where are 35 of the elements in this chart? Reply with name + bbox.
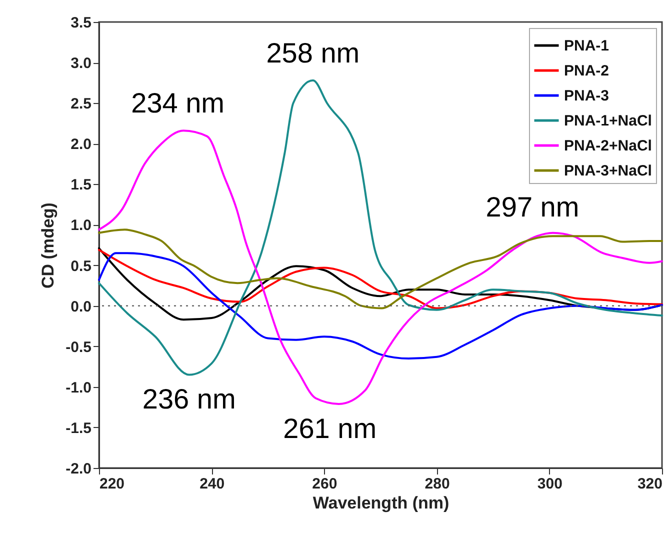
annotation: 258 nm	[266, 37, 360, 68]
line-series	[98, 252, 663, 360]
x-axis-title: Wavelength (nm)	[312, 494, 450, 512]
line-series	[98, 79, 663, 376]
y-tick-label: 3.5	[70, 14, 92, 32]
y-tick-label: 2.5	[70, 96, 92, 113]
line-series	[98, 248, 663, 310]
annotation: 234 nm	[131, 88, 225, 119]
x-tick-label: 260	[312, 476, 338, 492]
legend-label: PNA-2	[564, 62, 610, 80]
y-tick-label: 1.5	[70, 176, 92, 194]
x-tick-label: 240	[200, 476, 225, 492]
legend-label: PNA-3	[564, 88, 610, 104]
legend-label: PNA-2+NaCl	[564, 138, 652, 154]
annotation: 297 nm	[486, 191, 580, 222]
y-tick-label: 2.0	[70, 136, 92, 154]
x-tick-label: 220	[100, 476, 125, 492]
y-tick-label: -2.0	[66, 460, 92, 478]
annotation: 236 nm	[142, 384, 236, 415]
x-tick-label: 280	[424, 476, 450, 492]
x-tick-label: 320	[637, 476, 662, 492]
legend-label: PNA-3+NaCl	[564, 162, 652, 180]
y-tick-label: -1.5	[66, 420, 92, 437]
y-tick-label: 3.0	[70, 55, 92, 72]
y-axis-title: CD (mdeg)	[38, 202, 58, 288]
y-tick-label: 0.0	[70, 298, 92, 316]
legend-label: PNA-1	[564, 38, 610, 54]
y-tick-label: -1.0	[66, 379, 92, 396]
annotation: 261 nm	[283, 412, 377, 444]
y-tick-label: 1.0	[70, 217, 92, 234]
y-tick-label: -0.5	[66, 338, 92, 356]
line-series	[98, 228, 663, 310]
x-tick-label: 300	[537, 476, 562, 492]
y-tick-label: 0.5	[70, 258, 92, 275]
legend-label: PNA-1+NaCl	[564, 112, 652, 130]
